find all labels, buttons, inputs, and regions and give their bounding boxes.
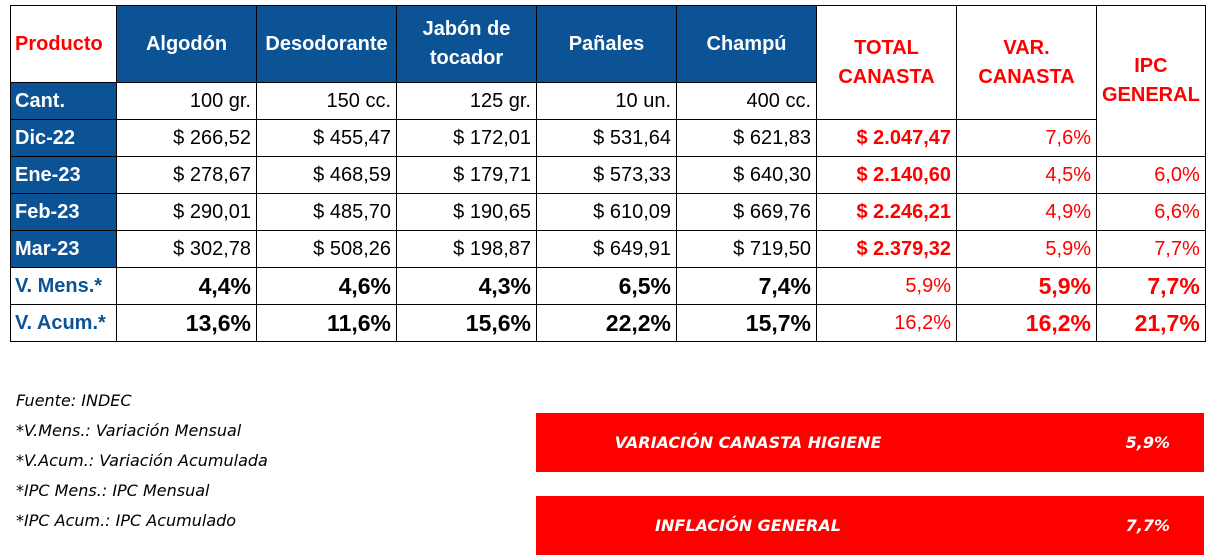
summary-label: INFLACIÓN GENERAL [655, 516, 841, 535]
qty-cell: 100 gr. [116, 82, 257, 120]
vmens-cell: 4,6% [256, 267, 397, 305]
vacum-total-cell: 16,2% [816, 304, 957, 342]
ipc-cell: 6,0% [1096, 156, 1206, 194]
price-cell: $ 649,91 [536, 230, 677, 268]
price-cell: $ 179,71 [396, 156, 537, 194]
price-cell: $ 278,67 [116, 156, 257, 194]
summary-value: 7,7% [1125, 516, 1170, 535]
footnote: *IPC Mens.: IPC Mensual [16, 481, 210, 500]
var-cell: 5,9% [956, 230, 1097, 268]
month-label: Mar-23 [10, 230, 117, 268]
total-canasta-header: TOTAL CANASTA [816, 5, 957, 120]
qty-cell: 10 un. [536, 82, 677, 120]
vacum-cell: 11,6% [256, 304, 397, 342]
vmens-var-cell: 5,9% [956, 267, 1097, 305]
var-canasta-header: VAR. CANASTA [956, 5, 1097, 120]
table-row: Ene-23 $ 278,67 $ 468,59 $ 179,71 $ 573,… [10, 156, 1206, 194]
price-cell: $ 621,83 [676, 119, 817, 157]
vacum-var-cell: 16,2% [956, 304, 1097, 342]
price-cell: $ 302,78 [116, 230, 257, 268]
vacum-cell: 15,7% [676, 304, 817, 342]
table-row: Dic-22 $ 266,52 $ 455,47 $ 172,01 $ 531,… [10, 119, 1206, 157]
vacum-ipc-cell: 21,7% [1096, 304, 1206, 342]
summary-box-canasta: VARIACIÓN CANASTA HIGIENE 5,9% [536, 413, 1204, 472]
price-cell: $ 198,87 [396, 230, 537, 268]
month-label: Feb-23 [10, 193, 117, 231]
price-cell: $ 172,01 [396, 119, 537, 157]
qty-cell: 400 cc. [676, 82, 817, 120]
month-label: Ene-23 [10, 156, 117, 194]
vmens-row: V. Mens.* 4,4% 4,6% 4,3% 6,5% 7,4% 5,9% … [10, 267, 1206, 305]
total-cell: $ 2.379,32 [816, 230, 957, 268]
vacum-cell: 15,6% [396, 304, 537, 342]
vacum-cell: 13,6% [116, 304, 257, 342]
var-cell: 4,9% [956, 193, 1097, 231]
table-row: Mar-23 $ 302,78 $ 508,26 $ 198,87 $ 649,… [10, 230, 1206, 268]
table-row: Feb-23 $ 290,01 $ 485,70 $ 190,65 $ 610,… [10, 193, 1206, 231]
vmens-cell: 4,3% [396, 267, 537, 305]
product-header-cell: Jabón de tocador [396, 5, 537, 83]
vacum-row: V. Acum.* 13,6% 11,6% 15,6% 22,2% 15,7% … [10, 304, 1206, 342]
price-cell: $ 508,26 [256, 230, 397, 268]
price-cell: $ 468,59 [256, 156, 397, 194]
footnote: *IPC Acum.: IPC Acumulado [16, 511, 237, 530]
price-cell: $ 640,30 [676, 156, 817, 194]
total-cell: $ 2.047,47 [816, 119, 957, 157]
price-cell: $ 290,01 [116, 193, 257, 231]
header-row: Producto Algodón Desodorante Jabón de to… [10, 5, 1206, 157]
price-cell: $ 610,09 [536, 193, 677, 231]
footnote: Fuente: INDEC [16, 391, 132, 410]
qty-label: Cant. [10, 82, 117, 120]
ipc-cell: 7,7% [1096, 230, 1206, 268]
qty-cell: 125 gr. [396, 82, 537, 120]
price-cell: $ 485,70 [256, 193, 397, 231]
qty-row: Cant. 100 gr. 150 cc. 125 gr. 10 un. 400… [10, 82, 1206, 120]
total-cell: $ 2.140,60 [816, 156, 957, 194]
product-header-cell: Algodón [116, 5, 257, 83]
footnote: *V.Acum.: Variación Acumulada [16, 451, 268, 470]
product-header-cell: Champú [676, 5, 817, 83]
price-cell: $ 669,76 [676, 193, 817, 231]
ipc-cell: 6,6% [1096, 193, 1206, 231]
var-cell: 4,5% [956, 156, 1097, 194]
vmens-cell: 4,4% [116, 267, 257, 305]
vmens-cell: 7,4% [676, 267, 817, 305]
vmens-label: V. Mens.* [10, 267, 117, 305]
summary-box-inflacion: INFLACIÓN GENERAL 7,7% [536, 496, 1204, 555]
vmens-cell: 6,5% [536, 267, 677, 305]
summary-value: 5,9% [1125, 433, 1170, 452]
product-header-cell: Pañales [536, 5, 677, 83]
footnotes: Fuente: INDEC *V.Mens.: Variación Mensua… [16, 386, 268, 536]
vmens-total-cell: 5,9% [816, 267, 957, 305]
month-label: Dic-22 [10, 119, 117, 157]
price-cell: $ 266,52 [116, 119, 257, 157]
price-cell: $ 455,47 [256, 119, 397, 157]
ipc-general-header: IPC GENERAL [1096, 5, 1206, 157]
var-cell: 7,6% [956, 119, 1097, 157]
vmens-ipc-cell: 7,7% [1096, 267, 1206, 305]
price-cell: $ 573,33 [536, 156, 677, 194]
qty-cell: 150 cc. [256, 82, 397, 120]
summary-label: VARIACIÓN CANASTA HIGIENE [614, 433, 882, 452]
price-cell: $ 190,65 [396, 193, 537, 231]
product-header-cell: Desodorante [256, 5, 397, 83]
total-cell: $ 2.246,21 [816, 193, 957, 231]
price-table: Producto Algodón Desodorante Jabón de to… [10, 5, 1206, 342]
vacum-cell: 22,2% [536, 304, 677, 342]
product-header: Producto [10, 5, 117, 83]
price-cell: $ 531,64 [536, 119, 677, 157]
footnote: *V.Mens.: Variación Mensual [16, 421, 242, 440]
price-cell: $ 719,50 [676, 230, 817, 268]
vacum-label: V. Acum.* [10, 304, 117, 342]
